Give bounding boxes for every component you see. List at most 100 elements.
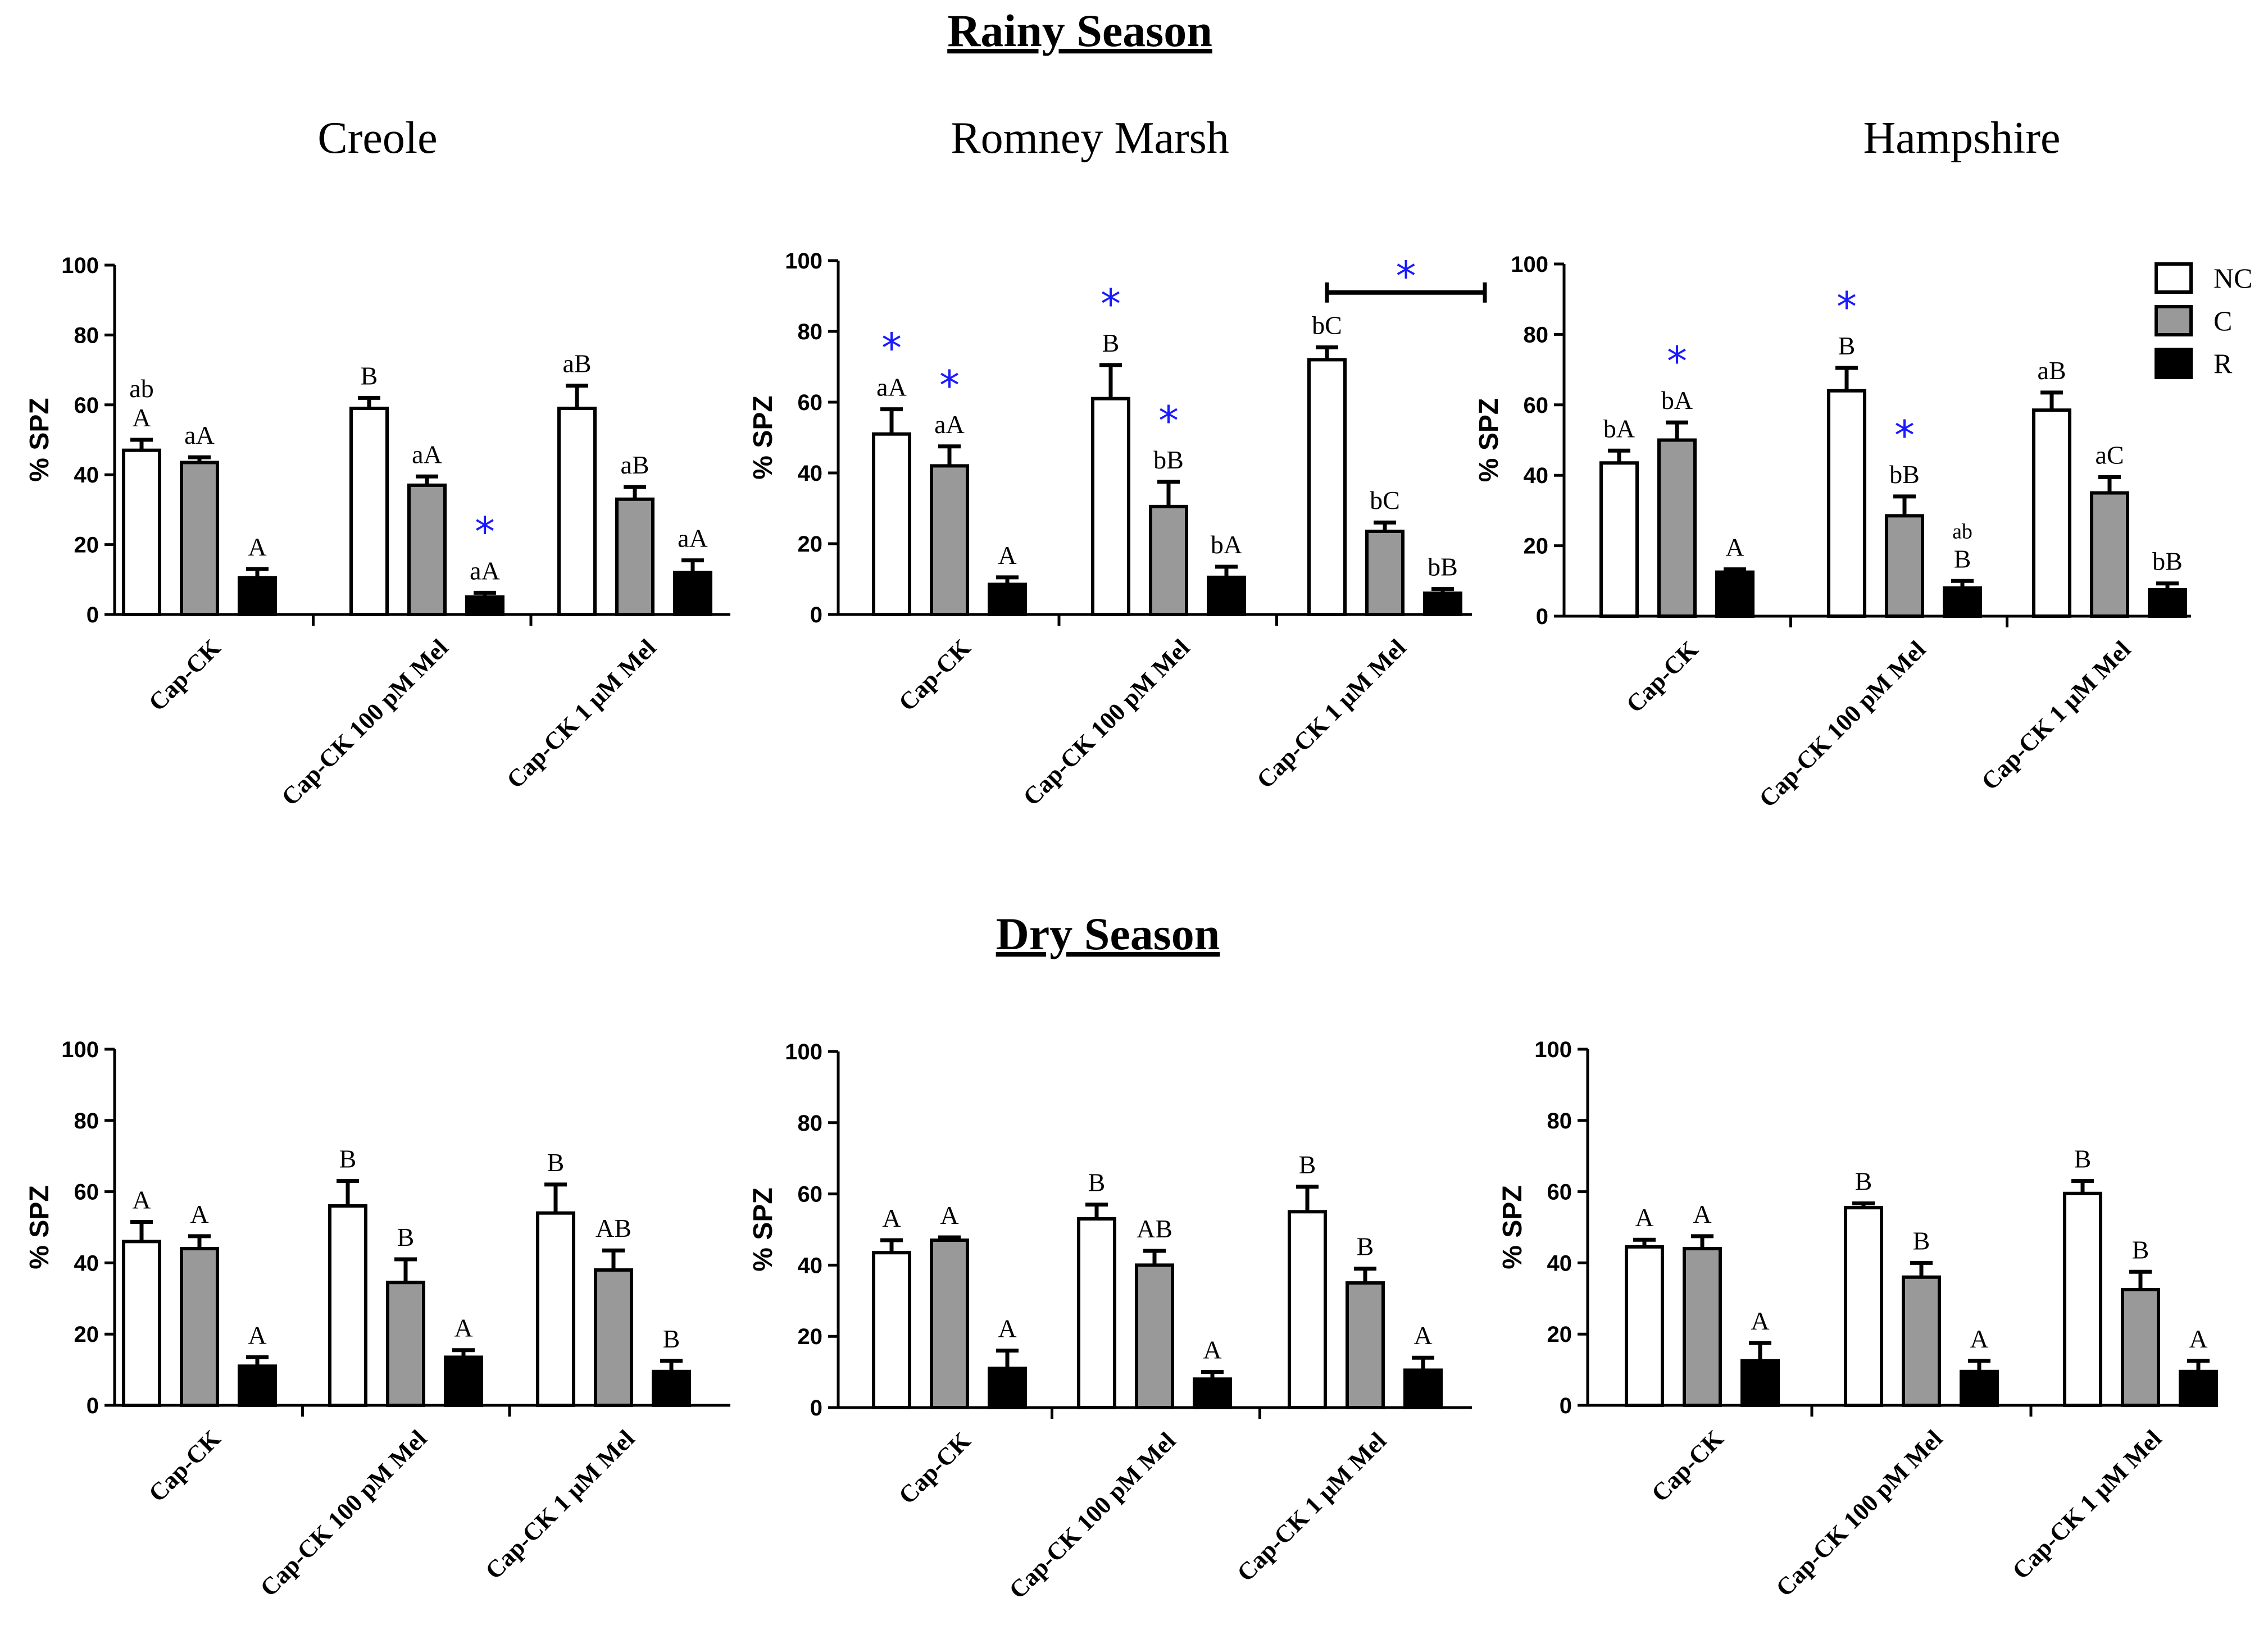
- x-category-label: Cap-CK: [1621, 635, 1703, 718]
- significance-label: A: [2189, 1324, 2207, 1353]
- x-category-label: Cap-CK 1 μM Mel: [2007, 1424, 2167, 1585]
- bar-nc: [557, 407, 597, 617]
- bar-c: [594, 1268, 633, 1408]
- significance-star: *: [881, 325, 902, 372]
- significance-label: aC: [2095, 440, 2124, 469]
- bar-r: [444, 1355, 483, 1407]
- x-category-label: Cap-CK 1 μM Mel: [480, 1424, 640, 1585]
- bar-nc: [1307, 358, 1347, 617]
- bar-r: [1423, 591, 1462, 616]
- y-tick-label: 40: [74, 463, 99, 488]
- significance-label: aB: [620, 450, 649, 479]
- significance-label: B: [1357, 1232, 1374, 1261]
- significance-label: bC: [1370, 486, 1400, 515]
- significance-label: A: [454, 1314, 472, 1342]
- y-axis-label: % SPZ: [25, 398, 54, 481]
- y-tick-label: 20: [1547, 1322, 1572, 1347]
- bar-r: [673, 571, 712, 616]
- x-category-label: Cap-CK: [143, 634, 226, 716]
- significance-star: *: [1158, 397, 1179, 444]
- significance-label: bA: [1211, 530, 1242, 559]
- bar-c: [1135, 1263, 1174, 1409]
- significance-label: A: [1693, 1200, 1711, 1228]
- x-category-label: Cap-CK 1 μM Mel: [1976, 635, 2136, 795]
- bar-r: [238, 1364, 277, 1408]
- bar-nc: [536, 1211, 575, 1407]
- significance-star: *: [939, 362, 960, 409]
- bar-nc: [1077, 1217, 1116, 1409]
- significance-star: *: [1667, 338, 1687, 385]
- significance-label: A: [248, 1321, 266, 1349]
- significance-label: B: [547, 1148, 565, 1177]
- y-tick-label: 100: [1511, 252, 1548, 277]
- y-tick-label: 100: [785, 1040, 822, 1064]
- bar-r: [1403, 1368, 1443, 1409]
- bar-c: [180, 461, 219, 616]
- chart-panel-6: 0 20 40 60 80 100 % SPZ A A A Cap-CK B B A Cap-CK 100 …: [1498, 1037, 2218, 1602]
- y-tick-label: 60: [1524, 393, 1549, 418]
- legend-swatch-c: [2155, 305, 2193, 336]
- significance-star: *: [475, 508, 495, 555]
- significance-label: aA: [934, 410, 965, 439]
- significance-label: B: [1855, 1167, 1872, 1196]
- significance-star: *: [1837, 283, 1857, 330]
- bar-nc: [1091, 397, 1130, 616]
- x-category-label: Cap-CK 1 μM Mel: [1251, 634, 1411, 794]
- significance-label: bC: [1312, 311, 1342, 339]
- y-tick-label: 0: [1560, 1394, 1572, 1418]
- bar-nc: [2032, 408, 2071, 618]
- bar-c: [2090, 491, 2129, 618]
- y-tick-label: 20: [1524, 534, 1549, 559]
- y-tick-label: 60: [74, 1180, 99, 1205]
- bracket-star: *: [1396, 253, 1416, 300]
- significance-label: aA: [678, 524, 708, 553]
- bar-c: [2121, 1287, 2160, 1407]
- chart-panels: Creole 0 20 40 60 80 100 % SPZ Aab aA A Cap-CK BaA aA…: [25, 113, 2252, 1604]
- y-axis-label: % SPZ: [1474, 398, 1504, 482]
- bar-r: [465, 595, 504, 617]
- bar-nc: [872, 1251, 911, 1409]
- significance-label: aA: [470, 556, 500, 585]
- y-tick-label: 80: [798, 1111, 823, 1136]
- y-tick-label: 20: [798, 1324, 823, 1349]
- bar-nc: [1288, 1210, 1327, 1410]
- y-tick-label: 100: [61, 1037, 99, 1062]
- y-tick-label: 0: [87, 603, 99, 627]
- y-tick-label: 40: [798, 461, 823, 486]
- significance-label: B: [2074, 1145, 2092, 1173]
- significance-label: B: [361, 361, 378, 390]
- panel-title: Romney Marsh: [951, 113, 1229, 163]
- bar-nc: [328, 1204, 367, 1407]
- significance-label: aA: [876, 373, 907, 402]
- bar-nc: [1625, 1245, 1664, 1408]
- significance-label: aB: [2037, 356, 2066, 385]
- bar-c: [180, 1247, 219, 1408]
- y-tick-label: 0: [810, 1396, 822, 1420]
- significance-label: A: [248, 532, 266, 561]
- bar-c: [386, 1281, 425, 1408]
- significance-label: bB: [1428, 553, 1458, 581]
- legend-label-c: C: [2214, 305, 2232, 336]
- significance-label: AB: [596, 1214, 631, 1242]
- y-tick-label: 40: [1524, 463, 1549, 488]
- y-tick-label: 80: [1524, 322, 1549, 347]
- bar-nc: [122, 448, 161, 616]
- significance-label: A: [1635, 1203, 1653, 1232]
- x-category-label: Cap-CK 1 μM Mel: [501, 634, 661, 794]
- significance-label: B: [663, 1324, 680, 1353]
- x-category-label: Cap-CK: [893, 634, 976, 716]
- significance-label: A: [1203, 1336, 1221, 1364]
- significance-star: *: [1101, 280, 1121, 327]
- significance-label: bA: [1661, 386, 1693, 415]
- bar-c: [407, 483, 447, 616]
- significance-label: bA: [1603, 414, 1635, 443]
- y-tick-label: 80: [1547, 1109, 1572, 1133]
- bar-r: [1740, 1359, 1780, 1407]
- significance-label: aA: [184, 421, 215, 449]
- significance-label: A: [998, 1314, 1016, 1343]
- bar-r: [1715, 570, 1755, 618]
- legend-label-nc: NC: [2214, 262, 2252, 294]
- y-tick-label: 60: [74, 393, 99, 418]
- significance-label: ab: [1952, 520, 1972, 543]
